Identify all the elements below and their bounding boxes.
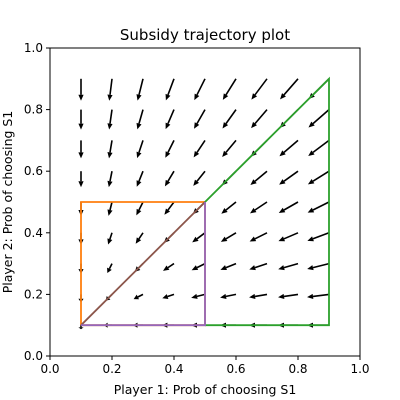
quiver-arrow <box>221 201 237 214</box>
x-axis-label: Player 1: Prob of choosing S1 <box>114 382 297 397</box>
quiver-arrow <box>249 262 268 271</box>
quiver-arrow <box>279 139 299 157</box>
quiver-arrow <box>220 232 237 242</box>
quiver-arrow <box>278 293 299 299</box>
x-tick-label: 0.4 <box>164 362 183 376</box>
quiver-arrow <box>307 232 330 242</box>
quiver-arrow <box>251 78 268 100</box>
quiver-arrow <box>164 170 175 187</box>
quiver-arrow <box>308 108 330 128</box>
quiver-arrow <box>165 140 175 158</box>
quiver-arrow <box>136 140 144 159</box>
trajectory-line-4 <box>81 202 206 327</box>
trajectory-line-2 <box>204 76 330 327</box>
quiver-arrow <box>249 232 268 242</box>
quiver-arrow <box>222 139 237 158</box>
quiver-arrow <box>107 78 113 101</box>
quiver-arrow <box>107 232 113 245</box>
quiver-arrow <box>220 262 237 271</box>
quiver-arrow <box>78 109 84 130</box>
quiver-arrow <box>165 78 175 101</box>
quiver-arrow <box>222 109 237 129</box>
quiver-arrow <box>136 78 144 101</box>
quiver-arrow <box>308 139 330 156</box>
quiver-arrow <box>250 201 268 214</box>
y-tick-label: 0.4 <box>24 226 43 240</box>
quiver-arrow <box>135 232 144 244</box>
quiver-arrow <box>278 232 299 242</box>
quiver-arrow <box>194 109 206 129</box>
quiver-arrow <box>220 293 237 299</box>
y-axis-label: Player 2: Prob of choosing S1 <box>0 111 15 294</box>
quiver-arrow <box>107 109 113 130</box>
quiver-arrow <box>191 262 206 271</box>
quiver-arrow <box>307 293 330 299</box>
quiver-arrow <box>251 109 268 129</box>
quiver-arrow <box>164 201 175 215</box>
quiver-arrow <box>278 262 299 271</box>
quiver-arrow <box>78 171 84 188</box>
x-tick-label: 0.6 <box>226 362 245 376</box>
quiver-arrow <box>280 78 299 100</box>
quiver-arrow <box>249 293 268 299</box>
x-tick-label: 1.0 <box>350 362 369 376</box>
y-tick-label: 0.6 <box>24 164 43 178</box>
quiver-arrow <box>107 171 113 188</box>
quiver-arrow <box>194 78 206 101</box>
quiver-arrow <box>192 232 206 243</box>
chart-title: Subsidy trajectory plot <box>120 26 290 44</box>
quiver-arrow <box>222 78 237 100</box>
quiver-arrow <box>307 201 330 213</box>
quiver-arrow <box>136 170 144 187</box>
quiver-arrow <box>307 170 330 185</box>
quiver-arrow <box>163 262 175 271</box>
quiver-arrow <box>136 201 144 216</box>
quiver-arrow <box>107 140 113 159</box>
quiver-arrow <box>279 170 299 185</box>
x-axis-ticks: 0.0 0.2 0.4 0.6 0.8 1.0 <box>40 356 370 376</box>
x-tick-label: 0.8 <box>288 362 307 376</box>
quiver-arrow <box>191 293 206 299</box>
quiver-arrow <box>107 201 113 216</box>
x-tick-label: 0.2 <box>102 362 121 376</box>
quiver-arrow <box>133 293 144 300</box>
quiver-arrow <box>193 170 206 186</box>
quiver-arrow <box>278 201 299 213</box>
y-tick-label: 0.0 <box>24 349 43 363</box>
quiver-arrow <box>307 262 330 271</box>
y-tick-label: 1.0 <box>24 41 43 55</box>
quiver-arrow <box>107 263 113 273</box>
trajectory-line-3 <box>80 201 206 326</box>
y-tick-label: 0.2 <box>24 287 43 301</box>
quiver-arrow <box>250 170 268 186</box>
x-tick-label: 0.0 <box>40 362 59 376</box>
y-axis-ticks: 0.0 0.2 0.4 0.6 0.8 1.0 <box>24 41 50 363</box>
trajectory-lines <box>80 76 330 327</box>
plot-frame <box>49 47 361 357</box>
quiver-arrow <box>136 109 144 130</box>
quiver-arrow <box>193 139 206 158</box>
quiver-arrow <box>162 293 175 300</box>
y-tick-label: 0.8 <box>24 103 43 117</box>
quiver-arrow <box>78 78 84 101</box>
quiver-arrow <box>78 140 84 159</box>
quiver-arrow <box>165 109 175 130</box>
